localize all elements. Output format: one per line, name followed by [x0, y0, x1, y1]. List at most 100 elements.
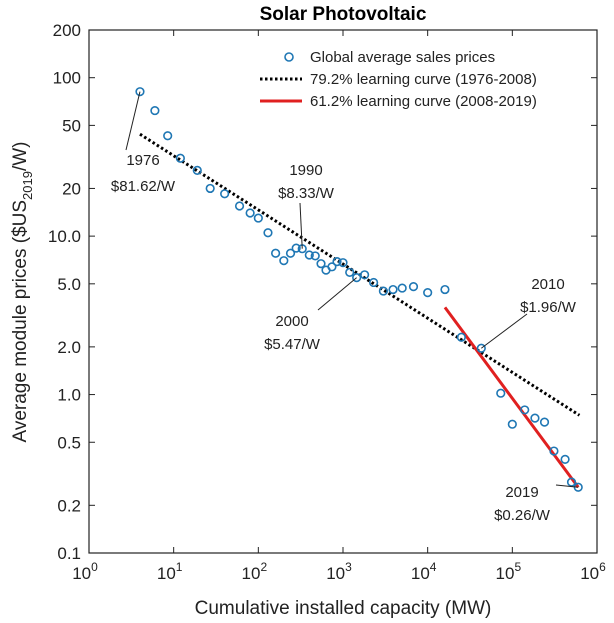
- price-points: [135, 87, 583, 492]
- y-tick-label: 200: [53, 21, 81, 40]
- annotations: 1976 $81.62/W 1990 $8.33/W 2000 $5.47/W 2010 $1…: [111, 91, 579, 524]
- annotation-leader: [125, 91, 141, 151]
- y-tick-label: 5.0: [57, 275, 81, 294]
- data-point: [496, 388, 506, 398]
- x-tick-label: 100: [72, 560, 98, 583]
- y-label-main: Average module prices ($US: [10, 200, 31, 443]
- y-axis-label: Average module prices ($US2019/W): [10, 141, 35, 442]
- y-tick-label: 0.1: [57, 544, 81, 563]
- data-point: [279, 256, 289, 266]
- x-tick-label: 103: [326, 560, 352, 583]
- data-point: [310, 251, 320, 261]
- data-point: [369, 277, 379, 288]
- x-tick-exponent: 4: [430, 560, 437, 574]
- annotation-year: 2019: [505, 484, 538, 501]
- data-point: [456, 332, 466, 342]
- y-tick-label: 0.2: [57, 496, 81, 515]
- x-tick-base: 10: [411, 564, 430, 583]
- x-tick-exponent: 3: [345, 560, 352, 574]
- data-point: [440, 284, 450, 295]
- y-tick-label: 10.0: [48, 227, 81, 246]
- y-label-sub: 2019: [20, 171, 35, 200]
- data-point: [332, 257, 342, 267]
- x-tick-exponent: 1: [176, 560, 183, 574]
- annotation-leader: [317, 277, 357, 311]
- data-point: [360, 270, 370, 280]
- annotation-year: 2000: [275, 313, 308, 330]
- chart-title: Solar Photovoltaic: [260, 4, 427, 25]
- data-point: [476, 343, 486, 353]
- x-axis: 100 101 102 103 104 105 106: [72, 30, 606, 583]
- x-tick-exponent: 2: [260, 560, 267, 574]
- legend: Global average sales prices 79.2% learni…: [260, 49, 537, 110]
- data-point: [378, 286, 388, 296]
- x-tick-label: 102: [242, 560, 268, 583]
- x-tick-exponent: 6: [599, 560, 606, 574]
- data-point: [291, 243, 301, 253]
- x-axis-label: Cumulative installed capacity (MW): [195, 598, 492, 619]
- y-tick-label: 100: [53, 69, 81, 88]
- data-point: [560, 454, 570, 464]
- data-point: [566, 477, 577, 487]
- data-point: [423, 288, 433, 298]
- data-point: [135, 87, 145, 97]
- annotation-price: $0.26/W: [494, 507, 551, 524]
- data-point: [234, 201, 245, 211]
- y-axis: 0.1 0.2 0.5 1.0 2.0 5.0 10.0 20 50 100 200: [48, 21, 597, 563]
- data-point: [150, 105, 160, 116]
- x-tick-label: 106: [580, 560, 606, 583]
- data-point: [397, 283, 407, 293]
- data-point: [388, 284, 398, 295]
- annotation-price: $81.62/W: [111, 178, 176, 195]
- x-tick-base: 10: [157, 564, 176, 583]
- annotation-year: 1990: [289, 162, 322, 179]
- annotation-leader: [555, 484, 579, 488]
- data-point: [345, 267, 355, 278]
- y-tick-label: 50: [62, 116, 81, 135]
- data-point: [253, 213, 263, 223]
- data-point: [539, 417, 550, 427]
- data-point: [316, 259, 326, 269]
- x-tick-base: 10: [72, 564, 91, 583]
- annotation-price: $5.47/W: [264, 336, 321, 353]
- data-point: [285, 248, 296, 258]
- data-point: [163, 131, 173, 141]
- data-point: [520, 405, 530, 415]
- data-point: [327, 262, 337, 272]
- x-tick-base: 10: [496, 564, 515, 583]
- y-tick-label: 1.0: [57, 386, 81, 405]
- annotation-price: $1.96/W: [520, 299, 577, 316]
- data-point: [263, 228, 273, 238]
- data-point: [205, 183, 215, 194]
- data-point: [338, 258, 348, 268]
- annotation-leader: [299, 202, 303, 249]
- x-tick-base: 10: [242, 564, 261, 583]
- x-tick-label: 101: [157, 560, 183, 583]
- y-tick-label: 20: [62, 179, 81, 198]
- y-tick-label: 2.0: [57, 338, 81, 357]
- legend-label-792: 79.2% learning curve (1976-2008): [310, 71, 537, 88]
- annotation-year: 2010: [531, 276, 564, 293]
- data-point: [408, 282, 419, 292]
- data-point: [530, 413, 540, 423]
- data-point: [549, 446, 559, 456]
- annotation-price: $8.33/W: [278, 185, 335, 202]
- data-point: [352, 273, 362, 283]
- legend-label-612: 61.2% learning curve (2008-2019): [310, 93, 537, 110]
- x-tick-base: 10: [580, 564, 599, 583]
- annotation-year: 1976: [126, 152, 159, 169]
- x-tick-label: 105: [496, 560, 522, 583]
- data-point: [175, 153, 185, 163]
- x-tick-base: 10: [326, 564, 345, 583]
- legend-marker-sales: [284, 52, 294, 62]
- learning-curve-612: [443, 306, 580, 489]
- y-tick-label: 0.5: [57, 433, 81, 452]
- x-tick-exponent: 0: [91, 560, 98, 574]
- data-point: [271, 248, 281, 258]
- legend-label-sales: Global average sales prices: [310, 49, 495, 66]
- data-point: [245, 208, 255, 218]
- y-label-tail: /W): [10, 141, 31, 171]
- x-tick-label: 104: [411, 560, 437, 583]
- data-point: [220, 189, 230, 199]
- x-tick-exponent: 5: [514, 560, 521, 574]
